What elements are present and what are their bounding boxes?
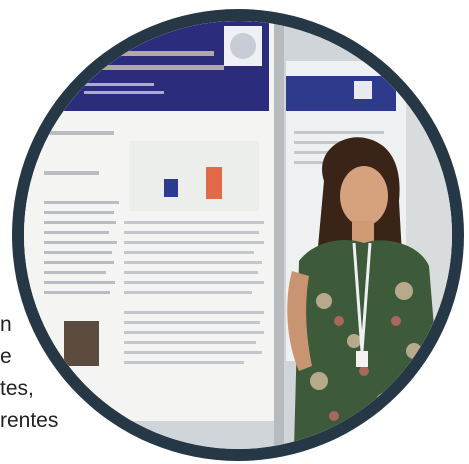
circular-photo [24, 21, 452, 449]
text-fragment-3: tes, [0, 377, 34, 400]
poster-chart-bar-blue [164, 179, 178, 197]
poster-chart-bar-orange [206, 167, 222, 199]
text-fragment-1: n [0, 313, 12, 336]
photo-scene [24, 21, 452, 449]
text-fragment-4: rentes [0, 409, 59, 432]
text-fragment-2: e [0, 345, 12, 368]
person-face [340, 166, 388, 226]
